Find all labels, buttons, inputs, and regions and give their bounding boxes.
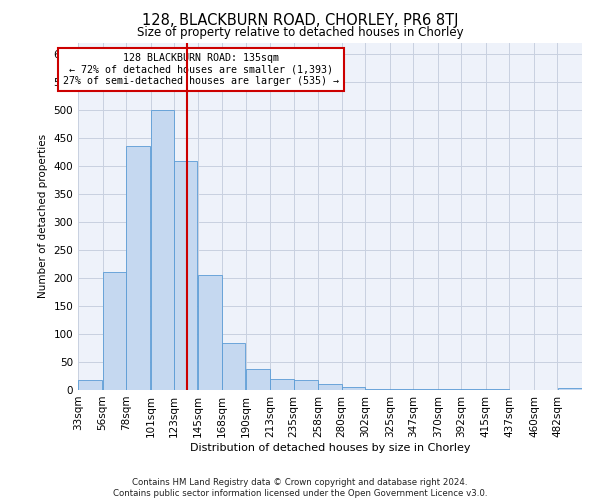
Bar — [198, 275, 222, 390]
Bar — [126, 146, 151, 390]
Bar — [365, 389, 389, 390]
Bar — [294, 380, 318, 390]
Bar — [319, 384, 341, 390]
Bar — [557, 388, 582, 390]
Bar — [223, 343, 245, 390]
Text: 128 BLACKBURN ROAD: 135sqm
← 72% of detached houses are smaller (1,393)
27% of s: 128 BLACKBURN ROAD: 135sqm ← 72% of deta… — [64, 53, 340, 86]
Bar — [413, 389, 437, 390]
Bar — [151, 110, 174, 390]
Bar — [271, 379, 293, 390]
Bar — [78, 380, 103, 390]
Text: Contains HM Land Registry data © Crown copyright and database right 2024.
Contai: Contains HM Land Registry data © Crown c… — [113, 478, 487, 498]
Y-axis label: Number of detached properties: Number of detached properties — [38, 134, 48, 298]
Bar — [103, 272, 126, 390]
Bar — [390, 389, 413, 390]
Text: 128, BLACKBURN ROAD, CHORLEY, PR6 8TJ: 128, BLACKBURN ROAD, CHORLEY, PR6 8TJ — [142, 12, 458, 28]
Text: Size of property relative to detached houses in Chorley: Size of property relative to detached ho… — [137, 26, 463, 39]
X-axis label: Distribution of detached houses by size in Chorley: Distribution of detached houses by size … — [190, 442, 470, 452]
Bar — [246, 368, 270, 390]
Bar — [174, 162, 197, 390]
Bar — [342, 387, 365, 390]
